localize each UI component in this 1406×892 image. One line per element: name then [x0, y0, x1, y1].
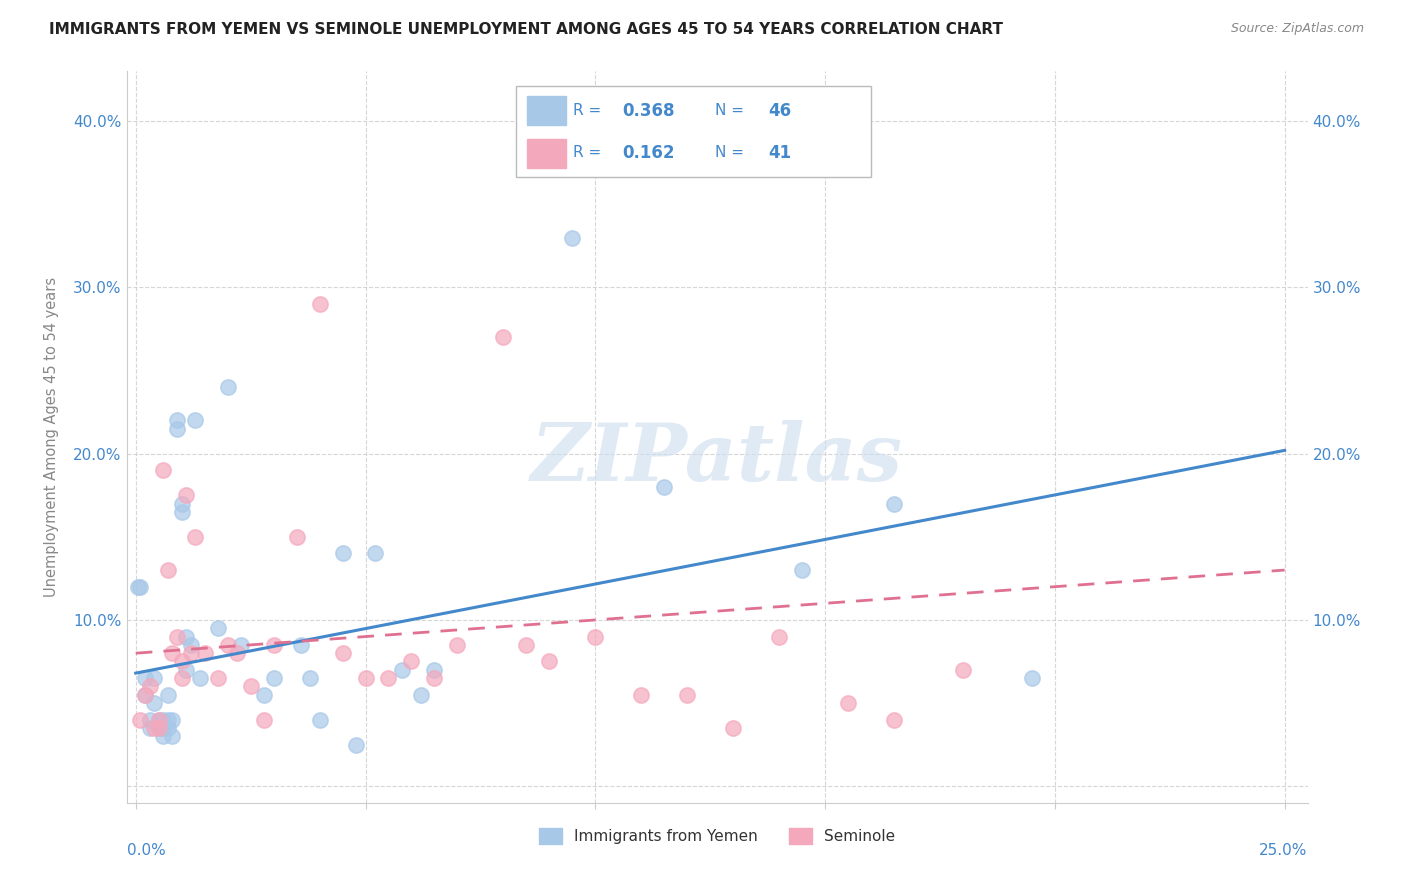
Point — [148, 721, 170, 735]
Point — [239, 680, 262, 694]
Point — [127, 580, 149, 594]
Text: Source: ZipAtlas.com: Source: ZipAtlas.com — [1230, 22, 1364, 36]
Point — [354, 671, 377, 685]
Point — [377, 671, 399, 685]
Point — [423, 671, 446, 685]
Point — [152, 721, 174, 735]
Point — [253, 713, 276, 727]
Point — [152, 729, 174, 743]
Point — [768, 630, 790, 644]
Point — [162, 729, 184, 743]
Point — [166, 630, 188, 644]
Point — [134, 671, 156, 685]
Point — [883, 497, 905, 511]
Point — [156, 688, 179, 702]
Point — [166, 422, 188, 436]
Point — [180, 646, 202, 660]
Point — [170, 671, 193, 685]
Point — [129, 580, 152, 594]
Point — [174, 630, 197, 644]
Point — [225, 646, 247, 660]
Point — [143, 721, 166, 735]
Point — [583, 630, 606, 644]
Point — [391, 663, 413, 677]
Point — [184, 530, 207, 544]
Point — [263, 638, 285, 652]
Point — [515, 638, 537, 652]
Point — [401, 655, 423, 669]
Text: IMMIGRANTS FROM YEMEN VS SEMINOLE UNEMPLOYMENT AMONG AGES 45 TO 54 YEARS CORRELA: IMMIGRANTS FROM YEMEN VS SEMINOLE UNEMPL… — [49, 22, 1004, 37]
Point — [174, 488, 197, 502]
Point — [148, 713, 170, 727]
Point — [152, 463, 174, 477]
Text: 0.0%: 0.0% — [127, 843, 166, 858]
Point — [134, 688, 156, 702]
Point — [217, 638, 239, 652]
Point — [143, 671, 166, 685]
Point — [152, 713, 174, 727]
Point — [630, 688, 652, 702]
Point — [308, 713, 330, 727]
Point — [129, 713, 152, 727]
Point — [156, 563, 179, 577]
Point — [156, 721, 179, 735]
Point — [166, 413, 188, 427]
Text: 25.0%: 25.0% — [1260, 843, 1308, 858]
Point — [156, 713, 179, 727]
Point — [184, 413, 207, 427]
Point — [883, 713, 905, 727]
Point — [138, 721, 160, 735]
Point — [721, 721, 744, 735]
Point — [162, 713, 184, 727]
Point — [180, 638, 202, 652]
Point — [207, 671, 229, 685]
Point — [188, 671, 211, 685]
Point — [363, 546, 385, 560]
Point — [263, 671, 285, 685]
Point — [332, 546, 354, 560]
Point — [538, 655, 561, 669]
Text: ZIPatlas: ZIPatlas — [531, 420, 903, 498]
Point — [231, 638, 253, 652]
Point — [332, 646, 354, 660]
Point — [652, 480, 675, 494]
Point — [143, 696, 166, 710]
Point — [207, 621, 229, 635]
Point — [138, 680, 160, 694]
Point — [409, 688, 432, 702]
Point — [162, 646, 184, 660]
Y-axis label: Unemployment Among Ages 45 to 54 years: Unemployment Among Ages 45 to 54 years — [45, 277, 59, 597]
Point — [170, 505, 193, 519]
Point — [134, 688, 156, 702]
Point — [170, 655, 193, 669]
Point — [308, 297, 330, 311]
Point — [290, 638, 312, 652]
Point — [492, 330, 515, 344]
Point — [194, 646, 217, 660]
Point — [837, 696, 859, 710]
Point — [170, 497, 193, 511]
Point — [285, 530, 308, 544]
Point — [561, 230, 583, 244]
Point — [138, 713, 160, 727]
Point — [299, 671, 322, 685]
Legend: Immigrants from Yemen, Seminole: Immigrants from Yemen, Seminole — [533, 822, 901, 850]
Point — [174, 663, 197, 677]
Point — [148, 721, 170, 735]
Point — [217, 380, 239, 394]
Point — [676, 688, 699, 702]
Point — [790, 563, 813, 577]
Point — [446, 638, 468, 652]
Point — [253, 688, 276, 702]
Point — [344, 738, 367, 752]
Point — [148, 713, 170, 727]
Point — [952, 663, 974, 677]
Point — [423, 663, 446, 677]
Point — [1021, 671, 1043, 685]
